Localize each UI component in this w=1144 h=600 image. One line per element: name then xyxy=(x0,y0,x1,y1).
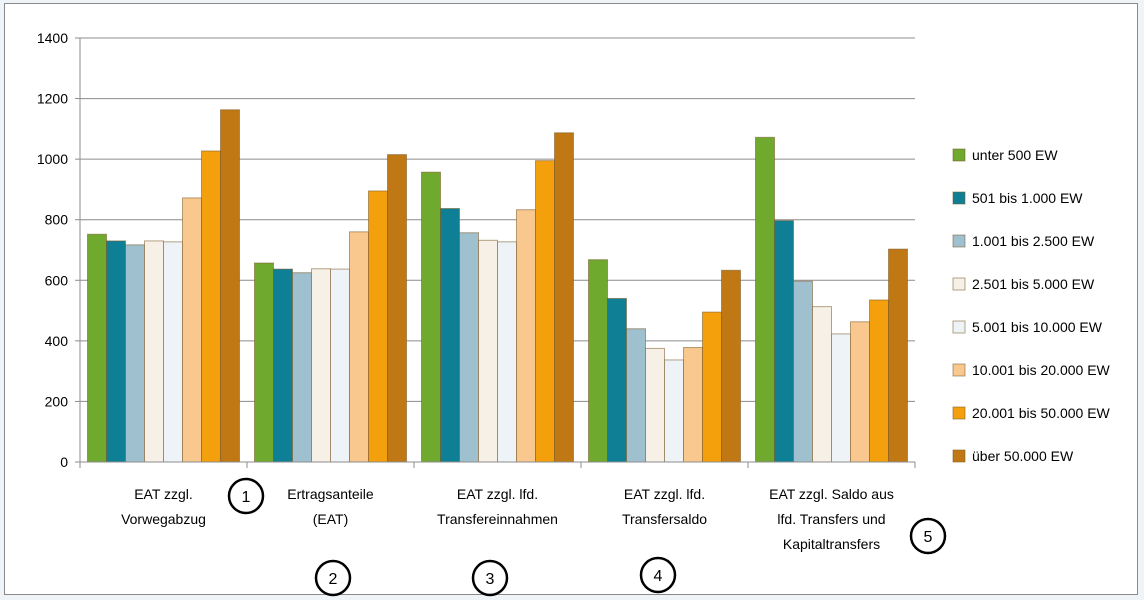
category-label: Transfereinnahmen xyxy=(437,511,558,527)
bar xyxy=(497,241,517,463)
bar xyxy=(774,220,794,463)
bar xyxy=(478,239,498,463)
bar xyxy=(292,272,312,463)
bar xyxy=(387,154,407,463)
bar xyxy=(201,150,221,463)
legend-swatch xyxy=(952,191,966,205)
marker-number: 4 xyxy=(654,568,663,585)
bar xyxy=(888,248,908,463)
bar xyxy=(588,259,608,463)
legend-swatch xyxy=(952,234,966,248)
y-tick-label: 0 xyxy=(60,454,68,470)
marker-number: 3 xyxy=(486,571,495,588)
bar xyxy=(87,233,107,463)
marker-circle xyxy=(227,477,265,515)
marker-circle xyxy=(314,559,352,597)
bar xyxy=(850,321,870,463)
bar xyxy=(106,240,126,463)
circled-markers: 1 2 3 4 5 xyxy=(227,477,947,597)
bar xyxy=(793,280,813,463)
y-tick-label: 1000 xyxy=(37,151,68,167)
category-label: EAT zzgl. Saldo aus xyxy=(769,486,894,502)
bar xyxy=(721,269,741,463)
bar xyxy=(664,359,684,463)
category-label: EAT zzgl. xyxy=(134,486,193,502)
bar xyxy=(554,132,574,463)
legend-label: 10.001 bis 20.000 EW xyxy=(972,362,1111,378)
legend: unter 500 EW 501 bis 1.000 EW 1.001 bis 2.… xyxy=(952,147,1111,464)
legend-label: über 50.000 EW xyxy=(972,448,1074,464)
bar xyxy=(330,268,350,463)
bar xyxy=(254,262,274,463)
legend-swatch xyxy=(952,320,966,334)
y-tick-label: 800 xyxy=(45,212,69,228)
marker-circle xyxy=(471,559,509,597)
bar xyxy=(702,311,722,463)
category-labels: EAT zzgl. Vorwegabzug Ertragsanteile (EAT) E… xyxy=(121,486,894,552)
marker-number: 1 xyxy=(242,489,251,506)
bar xyxy=(349,231,369,463)
y-tick-label: 200 xyxy=(45,393,69,409)
bar xyxy=(440,208,460,463)
bar xyxy=(755,136,775,463)
legend-swatch xyxy=(952,449,966,463)
bar xyxy=(812,306,832,463)
bar xyxy=(516,209,536,463)
bar xyxy=(459,232,479,463)
category-label: Transfersaldo xyxy=(622,511,707,527)
bar xyxy=(535,160,555,463)
bar xyxy=(125,244,145,463)
bar xyxy=(626,328,646,463)
legend-swatch xyxy=(952,363,966,377)
legend-label: unter 500 EW xyxy=(972,147,1058,163)
y-tick-label: 400 xyxy=(45,333,69,349)
bar xyxy=(869,299,889,463)
marker-circle xyxy=(639,556,677,594)
axes xyxy=(79,38,916,468)
category-label: Vorwegabzug xyxy=(121,511,206,527)
bar xyxy=(421,171,441,463)
bar xyxy=(607,297,627,463)
y-tick-label: 600 xyxy=(45,272,69,288)
y-tick-label: 1400 xyxy=(37,30,68,46)
category-label: Ertragsanteile xyxy=(287,486,374,502)
legend-swatch xyxy=(952,148,966,162)
bar xyxy=(182,197,202,463)
y-tick-label: 1200 xyxy=(37,91,68,107)
legend-label: 5.001 bis 10.000 EW xyxy=(972,319,1103,335)
legend-swatch xyxy=(952,277,966,291)
category-label: Kapitaltransfers xyxy=(783,536,880,552)
bar xyxy=(144,240,164,463)
marker-circle xyxy=(909,517,947,555)
legend-label: 2.501 bis 5.000 EW xyxy=(972,276,1095,292)
category-label: EAT zzgl. lfd. xyxy=(624,486,705,502)
legend-label: 1.001 bis 2.500 EW xyxy=(972,233,1095,249)
marker-number: 5 xyxy=(924,529,933,546)
y-axis-ticks: 0 200 400 600 800 1000 1200 1400 xyxy=(37,30,80,470)
bar xyxy=(831,333,851,463)
bar xyxy=(273,268,293,463)
category-label: lfd. Transfers und xyxy=(777,511,885,527)
bars xyxy=(87,109,908,463)
bar xyxy=(645,347,665,463)
marker-number: 2 xyxy=(329,571,338,588)
bar xyxy=(368,190,388,463)
legend-label: 20.001 bis 50.000 EW xyxy=(972,405,1111,421)
category-label: EAT zzgl. lfd. xyxy=(457,486,538,502)
bar xyxy=(683,347,703,463)
category-label: (EAT) xyxy=(313,511,349,527)
bar xyxy=(163,241,183,463)
legend-label: 501 bis 1.000 EW xyxy=(972,190,1083,206)
bar xyxy=(311,268,331,463)
bar xyxy=(220,109,240,463)
legend-swatch xyxy=(952,406,966,420)
